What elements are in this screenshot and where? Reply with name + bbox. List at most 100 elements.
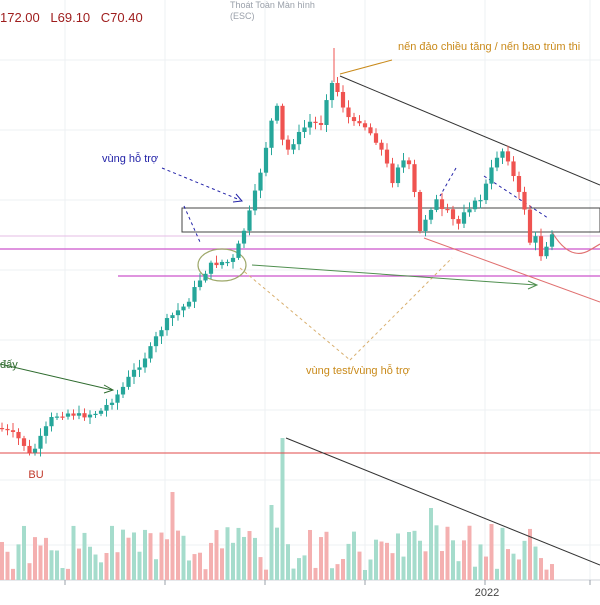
candle-down	[406, 160, 412, 165]
candle-up	[478, 200, 483, 202]
candle-up	[87, 414, 93, 418]
candle-up	[54, 416, 60, 418]
volume-bar-up	[478, 544, 483, 580]
volume-bar-up	[511, 553, 516, 580]
exit-fullscreen-hint[interactable]: Thoát Toàn Màn hình (ESC)	[230, 0, 315, 22]
volume-bar-down	[11, 568, 15, 580]
candle-up	[307, 121, 313, 128]
volume-bar-up	[225, 527, 230, 580]
candle-down	[335, 82, 340, 92]
trend-line	[339, 75, 600, 186]
candle-down	[82, 413, 87, 418]
volume-bar-down	[0, 541, 4, 580]
volume-bar-down	[462, 540, 466, 580]
volume-bar-up	[363, 569, 367, 580]
volume-bar-up	[93, 554, 98, 580]
volume-bar-up	[49, 550, 54, 580]
candle-up	[131, 369, 137, 377]
volume-bar-up	[16, 544, 21, 580]
volume-bar-down	[528, 528, 532, 580]
volume-bar-up	[456, 561, 461, 580]
candle-up	[159, 330, 164, 337]
candle-down	[21, 438, 27, 446]
candle-down	[505, 151, 511, 162]
volume-bar-up	[99, 562, 103, 580]
candle-up	[461, 212, 467, 224]
candle-down	[5, 428, 10, 431]
volume-bar-up	[291, 568, 296, 580]
support-zone-pointer	[183, 205, 201, 243]
bu-label: BU	[28, 469, 43, 481]
volume-bar-down	[423, 551, 428, 580]
candle-up	[296, 131, 302, 145]
candle-up	[401, 160, 406, 168]
volume-bar-down	[159, 532, 164, 580]
candle-down	[362, 123, 368, 128]
candle-down	[318, 122, 324, 125]
x-tick-label: 2022	[475, 587, 499, 599]
volume-bar-down	[335, 564, 340, 580]
candle-down	[417, 192, 423, 231]
volume-bar-down	[38, 545, 43, 580]
candle-up	[225, 261, 230, 264]
volume-bar-down	[203, 569, 208, 580]
candle-down	[373, 133, 379, 143]
candle-up	[533, 236, 538, 243]
candle-up	[252, 190, 258, 211]
candle-up	[324, 100, 329, 125]
candle-up	[186, 301, 192, 307]
candle-up	[164, 318, 170, 331]
volume-bar-down	[324, 531, 329, 580]
candle-down	[340, 91, 346, 108]
candle-up	[500, 151, 505, 158]
volume-bar-down	[544, 569, 549, 580]
volume-bar-down	[214, 530, 219, 580]
volume-bar-down	[33, 537, 37, 580]
volume-bar-up	[407, 532, 411, 580]
candle-up	[302, 127, 307, 132]
volume-bar-down	[313, 567, 318, 580]
volume-bar-up	[522, 540, 527, 580]
volume-bar-up	[434, 525, 439, 580]
candle-up	[241, 230, 247, 244]
candle-down	[527, 209, 533, 243]
volume-bar-down	[440, 551, 444, 580]
volume-bar-up	[533, 546, 538, 580]
candle-down	[412, 164, 417, 193]
arrowhead	[232, 193, 243, 203]
volume-bar-down	[357, 551, 362, 580]
candle-down	[71, 413, 76, 416]
test-zone-pointer	[239, 267, 351, 361]
candle-up	[148, 346, 153, 359]
exit-fullscreen-key: (ESC)	[230, 11, 255, 21]
candle-up	[329, 82, 335, 101]
volume-bar-down	[506, 549, 510, 580]
volume-bar-down	[484, 556, 488, 580]
candle-up	[109, 402, 115, 405]
candle-up	[98, 410, 104, 414]
volume-bar-up	[110, 525, 114, 580]
candle-down	[516, 176, 522, 192]
volume-bar-down	[126, 537, 131, 580]
volume-bar-down	[247, 531, 252, 580]
volume-bar-up	[269, 505, 274, 580]
exit-fullscreen-label: Thoát Toàn Màn hình	[230, 0, 315, 10]
candle-up	[291, 144, 296, 150]
support-zone-box	[181, 207, 600, 233]
candle-down	[379, 142, 384, 150]
volume-bar-up	[374, 539, 378, 580]
volume-bar-down	[517, 559, 521, 580]
test-zone-pointer	[349, 257, 453, 361]
volume-bar-up	[286, 544, 290, 580]
volume-bar-down	[170, 492, 175, 580]
volume-bar-up	[280, 438, 285, 580]
candle-up	[423, 219, 428, 231]
candle-down	[10, 430, 16, 432]
volume-bar-up	[242, 536, 246, 580]
candle-up	[32, 448, 38, 453]
candle-up	[203, 273, 208, 281]
volume-bar-down	[319, 537, 323, 580]
candle-up	[43, 426, 49, 436]
candle-down	[346, 107, 351, 118]
candle-up	[467, 209, 472, 213]
